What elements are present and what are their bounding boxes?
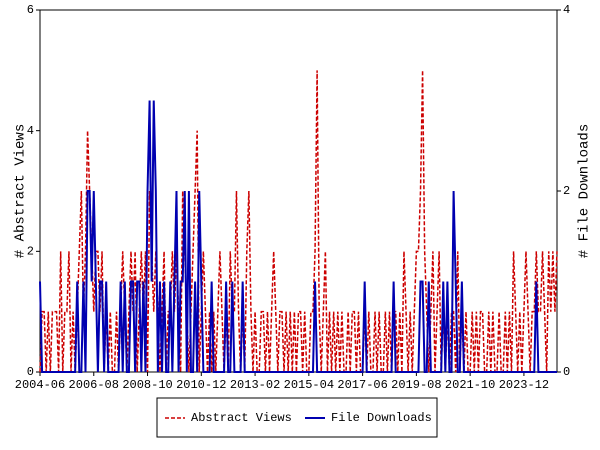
y2-axis-label: # File Downloads [577,124,593,258]
legend-label: Abstract Views [191,411,292,425]
y-axis-label: # Abstract Views [13,124,29,258]
y2-tick-label: 0 [563,365,570,379]
plot-frame [39,9,558,373]
x-tick-label: 2017-06 [337,378,387,392]
x-tick-label: 2008-10 [122,378,172,392]
y-tick-label: 6 [27,3,34,17]
legend-label: File Downloads [331,411,432,425]
x-tick-label: 2015-04 [284,378,334,392]
x-tick-label: 2010-12 [176,378,226,392]
x-tick-label: 2006-08 [69,378,119,392]
y-tick-label: 4 [27,124,34,138]
y-tick-label: 2 [27,245,34,259]
y2-tick-label: 2 [563,184,570,198]
x-tick-label: 2019-08 [391,378,441,392]
y2-tick-label: 4 [563,3,570,17]
x-tick-label: 2021-10 [445,378,495,392]
legend-box [156,397,438,438]
y-tick-label: 0 [27,365,34,379]
series-line [39,70,558,373]
series-line [39,100,557,373]
x-tick-label: 2004-06 [15,378,65,392]
x-tick-label: 2013-02 [230,378,280,392]
x-tick-label: 2023-12 [499,378,549,392]
